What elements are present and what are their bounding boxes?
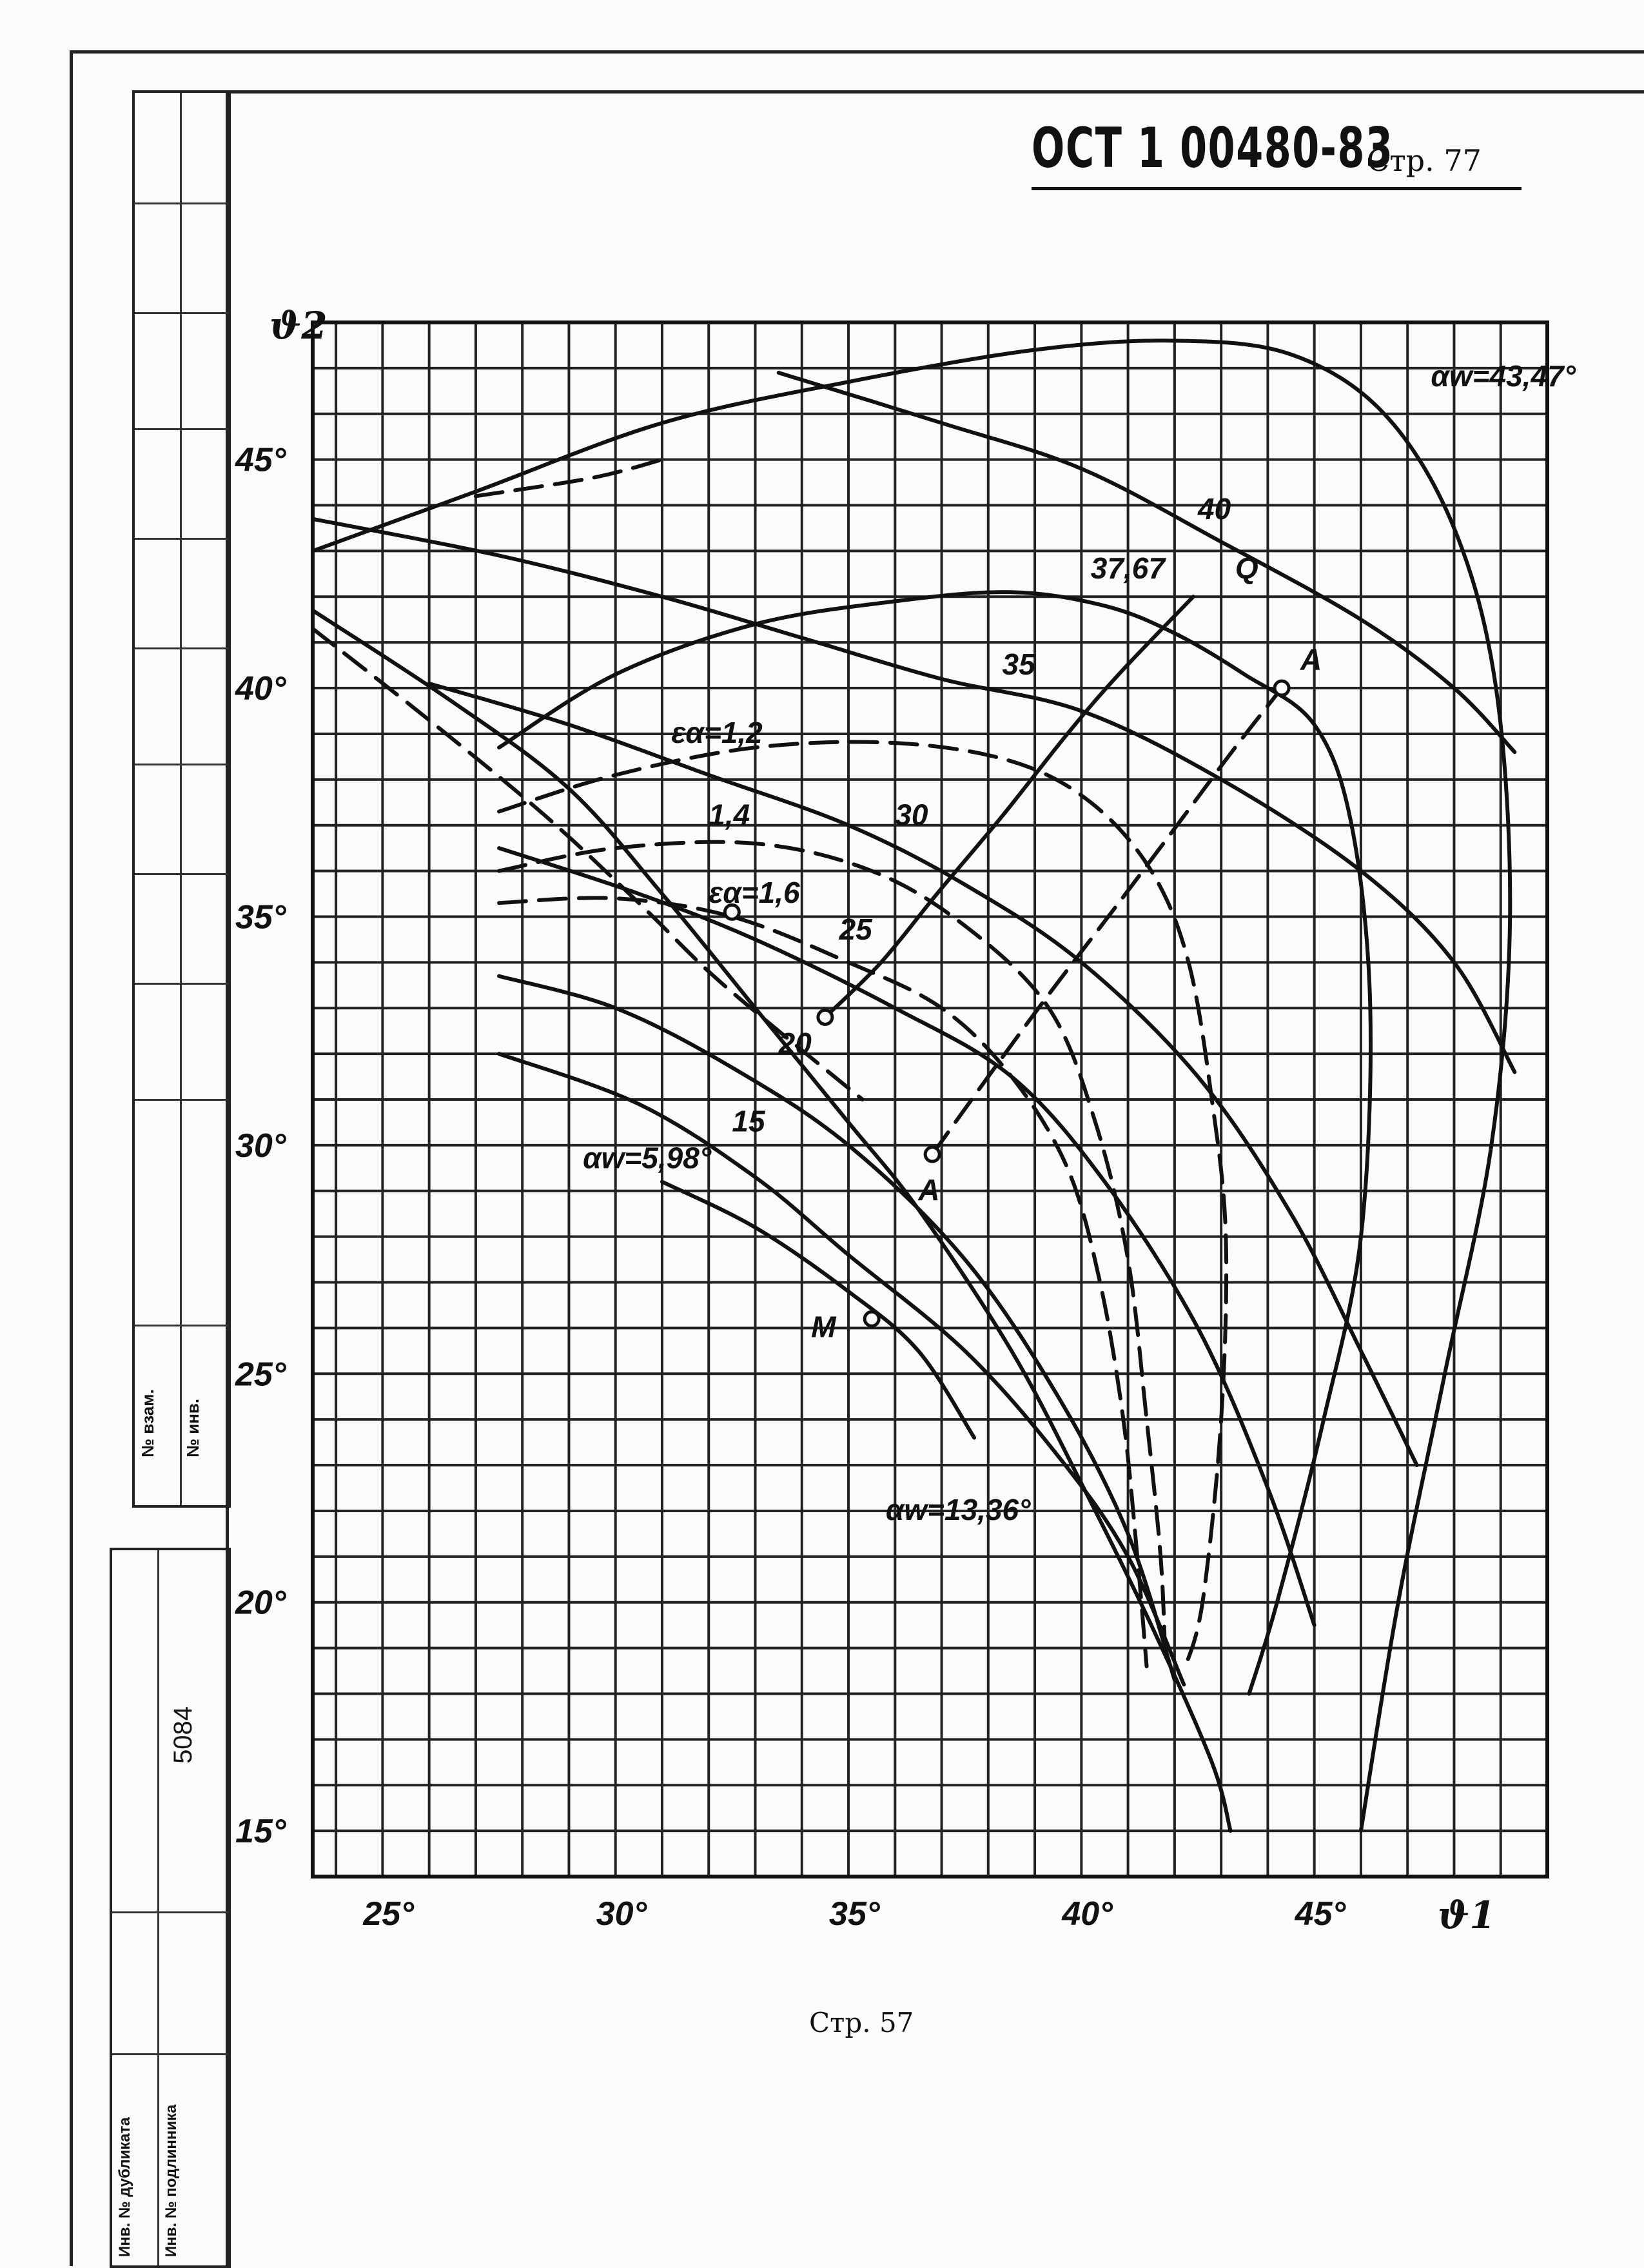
chart-ticks: 25° 30° 35° 40° 45° 15° 20° 25° 30° 35° 40° 45° [235, 442, 1347, 1933]
footer-page-number: Стр. 57 [809, 2007, 914, 2038]
curve-label: εα=1,6 [709, 876, 800, 909]
x-tick-label: 45° [1295, 1895, 1347, 1933]
x-tick-label: 30° [596, 1895, 648, 1933]
curve-label: εα=1,2 [671, 716, 763, 749]
inner-frame [226, 90, 1644, 2266]
series-line-10 [497, 740, 1229, 1673]
series-line-6 [497, 974, 1177, 1682]
curve-label: M [811, 1310, 837, 1344]
stamp-column [132, 90, 231, 1508]
marked-point [1273, 679, 1291, 697]
series-line-7 [497, 1052, 1186, 1687]
series-line-9 [311, 608, 1233, 1833]
series-line-3 [311, 517, 1517, 1074]
curve-label: 37,67 [1091, 551, 1167, 585]
series-line-11 [497, 840, 1168, 1659]
curve-label: 1,4 [709, 798, 750, 832]
document-code: ОСТ 1 00480-83 [1032, 116, 1394, 181]
marked-point [816, 1008, 834, 1026]
chart-series [311, 339, 1517, 1833]
series-line-15 [823, 595, 1195, 1020]
marked-point [723, 903, 741, 921]
x-axis-label: ϑ1 [1438, 1893, 1496, 1937]
y-tick-label: 40° [235, 670, 287, 707]
chart-grid [313, 321, 1549, 1878]
x-tick-label: 40° [1061, 1895, 1113, 1933]
curve-label: A [1300, 643, 1322, 676]
plot-border [311, 320, 1549, 1878]
curve-label: αw=5,98° [583, 1141, 712, 1174]
document-page-number: Стр. 77 [1367, 143, 1482, 178]
curve-label: αw=13,36° [886, 1493, 1031, 1526]
y-tick-label: 20° [235, 1584, 287, 1622]
y-tick-label: 30° [235, 1127, 287, 1165]
y-tick-label: 45° [235, 442, 287, 479]
curve-label: 15 [732, 1105, 766, 1138]
y-tick-label: 35° [235, 898, 287, 936]
curve-label: 40 [1197, 492, 1231, 526]
y-axis-label: ϑ2 [269, 304, 328, 348]
curve-label: αw=43,47° [1431, 359, 1576, 393]
curve-label: Q [1235, 551, 1258, 585]
curve-label: 25 [839, 912, 874, 946]
marked-point [923, 1145, 941, 1163]
document-header: ОСТ 1 00480-83 Стр. 77 [1032, 116, 1522, 190]
curve-label: 35 [1003, 647, 1037, 681]
series-line-14 [473, 457, 664, 498]
curve-label: A [917, 1173, 939, 1207]
outer-frame [70, 50, 1644, 2266]
series-line-0 [311, 339, 1512, 1833]
curve-label: 30 [895, 798, 928, 832]
series-line-1 [776, 370, 1517, 754]
series-line-12 [497, 896, 1149, 1668]
y-tick-label: 15° [235, 1813, 287, 1850]
series-line-13 [311, 626, 865, 1101]
chart-points [723, 679, 1291, 1328]
marked-point [863, 1310, 881, 1328]
chart-annotations: αw=43,47° 40 37,67 Q A 35 εα=1,2 1,4 30 εα=1,6 25 2… [583, 359, 1576, 1526]
y-tick-label: 25° [235, 1356, 287, 1393]
series-line-8 [660, 1179, 977, 1440]
series-line-4 [427, 681, 1419, 1468]
curve-label: 20 [778, 1027, 812, 1060]
series-line-16 [930, 686, 1284, 1157]
x-tick-label: 35° [829, 1895, 881, 1933]
x-tick-label: 25° [362, 1895, 415, 1933]
